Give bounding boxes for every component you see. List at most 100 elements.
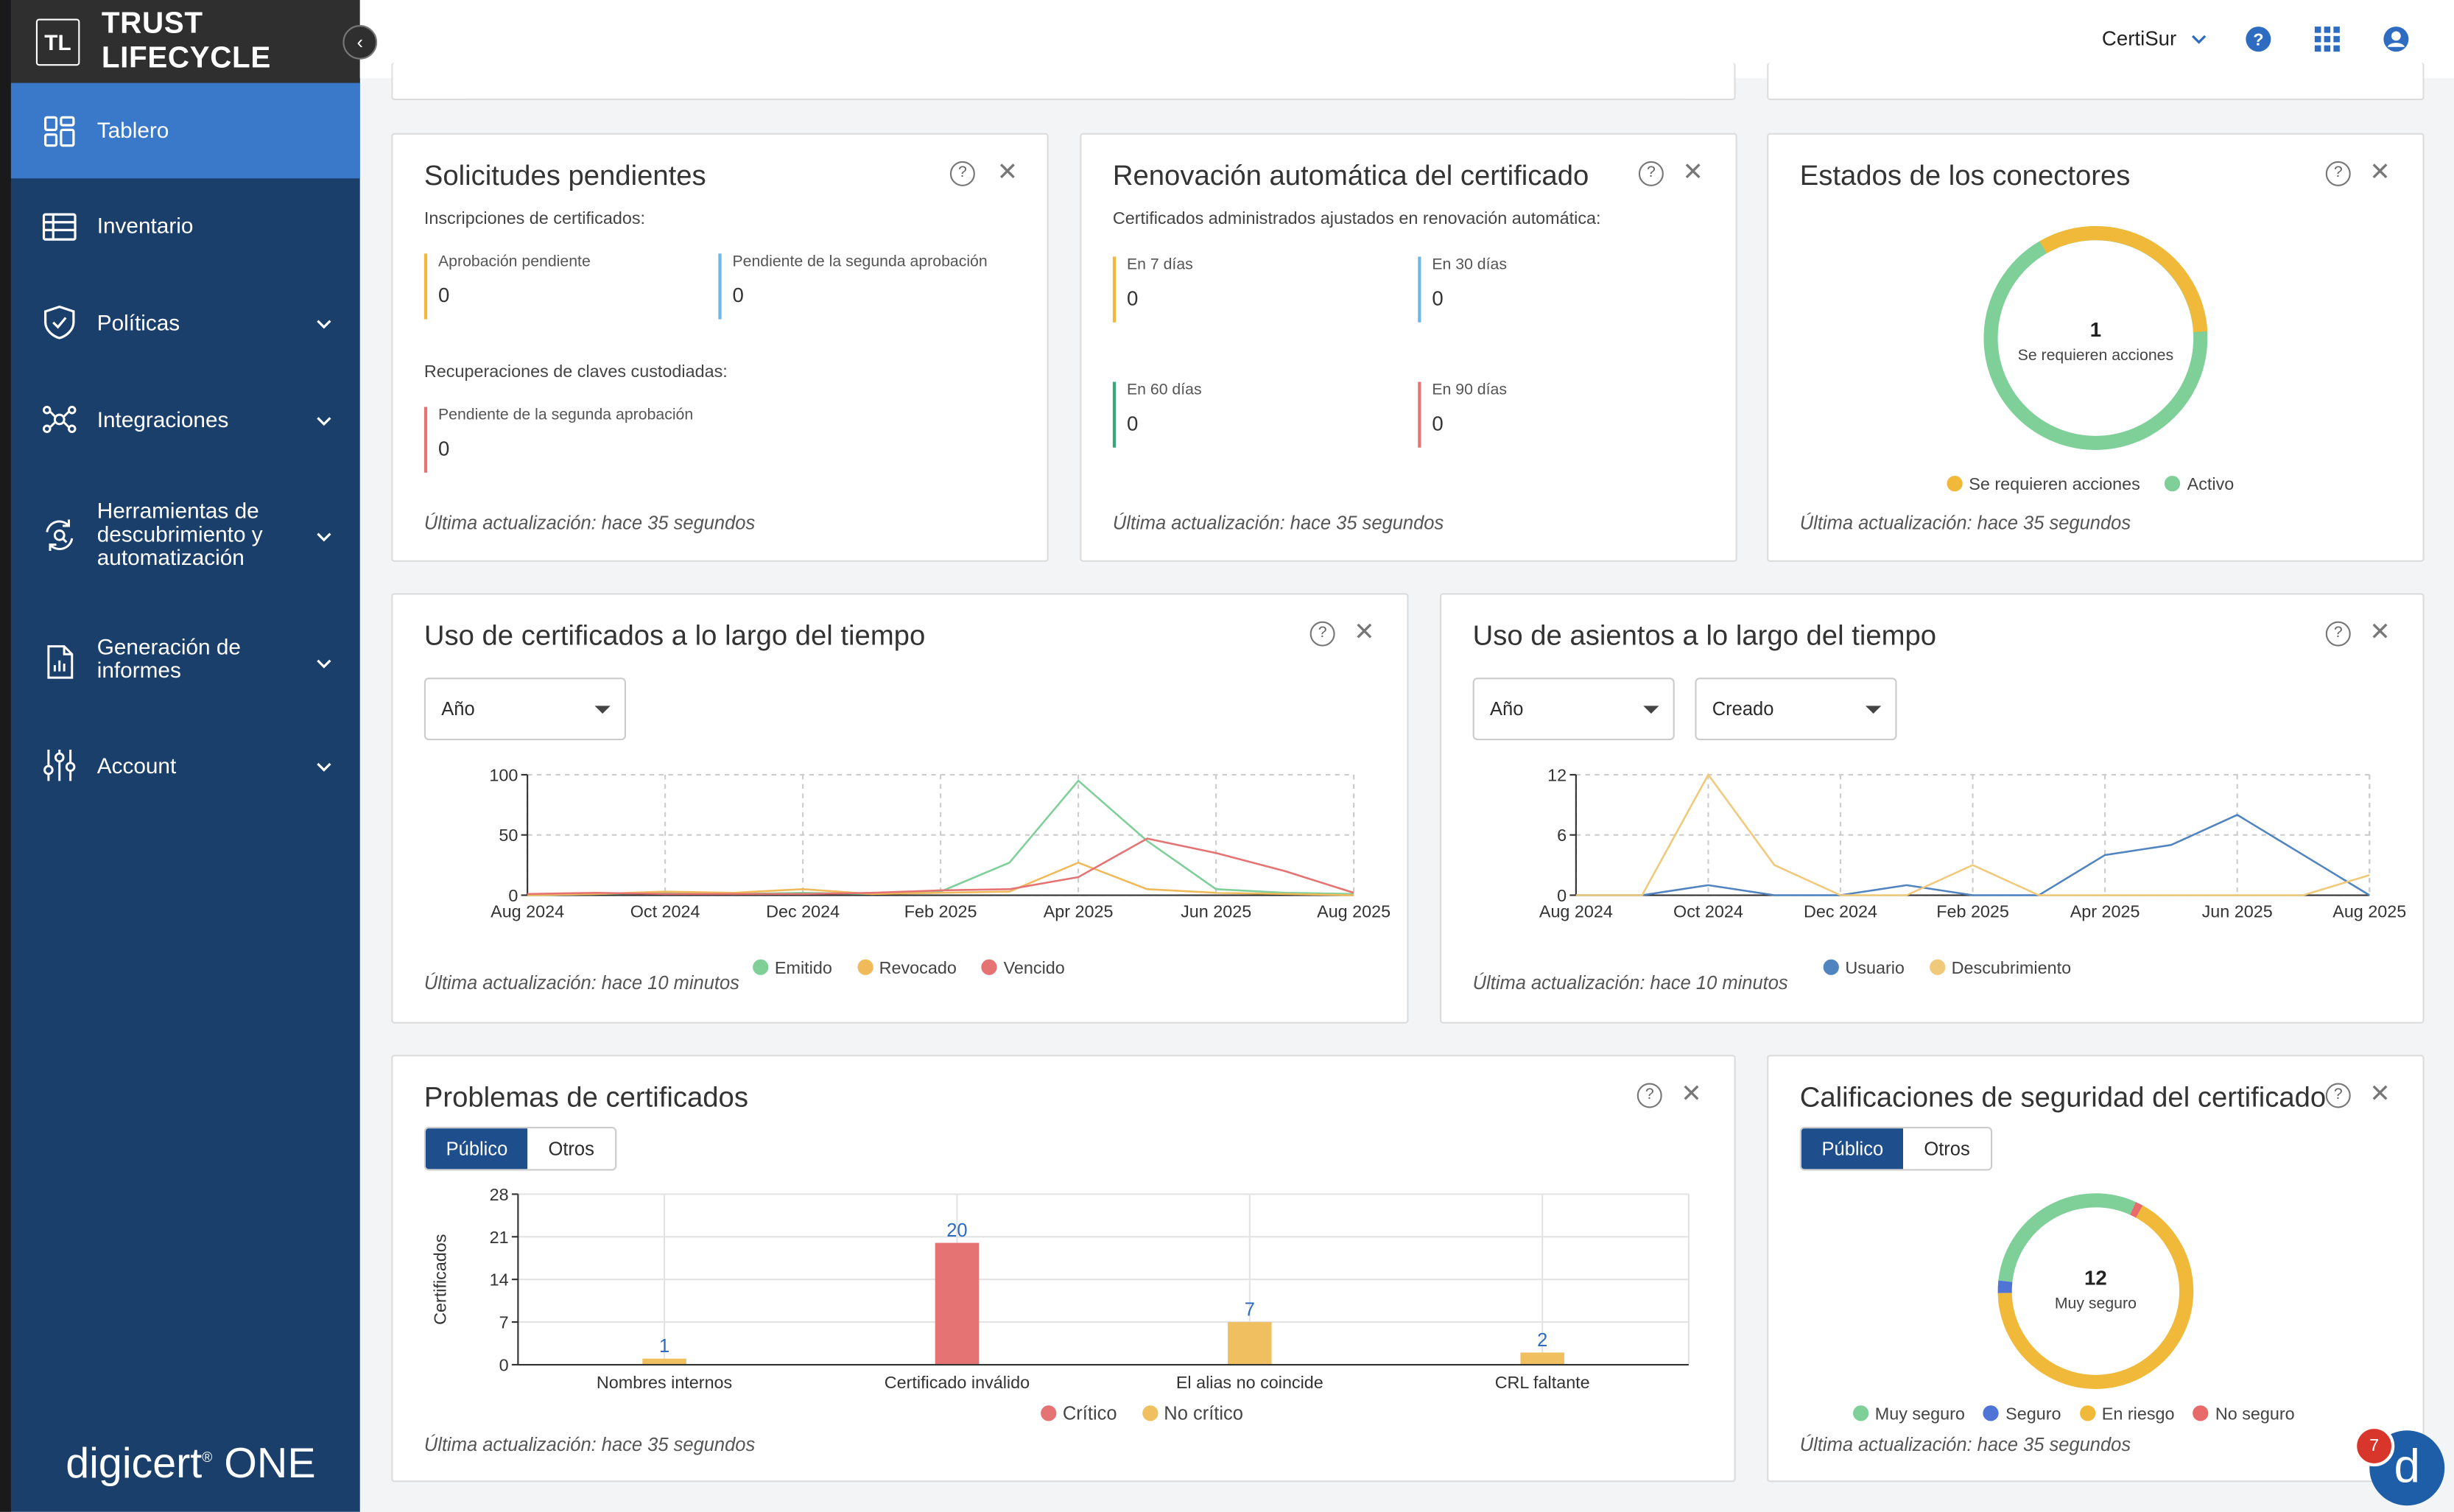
close-icon[interactable]: ✕ bbox=[1682, 159, 1704, 186]
card-title: Problemas de certificados bbox=[423, 1081, 748, 1113]
legend-item[interactable]: Crítico bbox=[1041, 1402, 1117, 1424]
legend-item[interactable]: Emitido bbox=[753, 959, 832, 978]
close-icon[interactable]: ✕ bbox=[1681, 1081, 1702, 1108]
last-updated: Última actualización: hace 10 minutos bbox=[423, 971, 739, 994]
legend-dot bbox=[1853, 1405, 1869, 1421]
help-circle-icon[interactable]: ? bbox=[949, 161, 975, 186]
help-circle-icon[interactable]: ? bbox=[1638, 161, 1664, 186]
account-switcher[interactable]: CertiSur bbox=[2102, 27, 2207, 50]
y-tick-label: 6 bbox=[1557, 826, 1567, 845]
tab-other[interactable]: Otros bbox=[1924, 1137, 1970, 1160]
sidebar-item-herramientas[interactable]: Herramientas de descubrimiento y automat… bbox=[11, 468, 360, 602]
type-select[interactable]: Creado bbox=[1695, 678, 1897, 741]
window-edge bbox=[0, 0, 11, 1512]
x-tick-label: Aug 2025 bbox=[1317, 901, 1391, 921]
tab-public[interactable]: Público bbox=[426, 1128, 528, 1170]
y-axis-label: Certificados bbox=[431, 1234, 450, 1325]
x-tick-label: Aug 2025 bbox=[2332, 901, 2406, 921]
bar-2 bbox=[1228, 1322, 1272, 1365]
seat-usage-line-chart: Aug 2024 Oct 2024 Dec 2024 Feb 2025 Apr 2025… bbox=[1539, 765, 2406, 921]
collapse-sidebar-button[interactable]: ‹ bbox=[342, 25, 378, 60]
table-icon bbox=[42, 213, 77, 241]
series-line-vencido bbox=[527, 837, 1354, 896]
donut-center-label: Muy seguro bbox=[2055, 1295, 2137, 1312]
help-circle-icon[interactable]: ? bbox=[2325, 1083, 2351, 1108]
legend: Se requieren acciones Activo bbox=[1947, 476, 2234, 495]
close-icon[interactable]: ✕ bbox=[2369, 159, 2391, 186]
card-title: Renovación automática del certificado bbox=[1112, 159, 1589, 191]
bar-3 bbox=[1520, 1352, 1564, 1365]
sidebar-item-inventario[interactable]: Inventario bbox=[11, 178, 360, 274]
sidebar-item-politicas[interactable]: Políticas bbox=[11, 274, 360, 371]
x-tick-label: Feb 2025 bbox=[904, 901, 977, 921]
series-line-descubrimiento bbox=[1575, 773, 2370, 896]
legend-item[interactable]: No crítico bbox=[1142, 1402, 1243, 1424]
card-cert-usage: Uso de certificados a lo largo del tiemp… bbox=[391, 593, 1409, 1024]
chevron-left-icon: ‹ bbox=[356, 31, 364, 54]
legend-item-active: Activo bbox=[2165, 476, 2234, 495]
donut-slice-action bbox=[2039, 225, 2208, 333]
sidebar-item-integraciones[interactable]: Integraciones bbox=[11, 371, 360, 468]
legend-item[interactable]: No seguro bbox=[2193, 1405, 2295, 1424]
close-icon[interactable]: ✕ bbox=[2369, 1081, 2391, 1108]
stat-30-days: En 30 días 0 bbox=[1418, 256, 1507, 323]
tab-other[interactable]: Otros bbox=[548, 1137, 594, 1160]
help-icon[interactable]: ? bbox=[2244, 25, 2272, 53]
legend-dot bbox=[857, 959, 873, 975]
donut-center-value: 12 bbox=[2084, 1267, 2107, 1290]
sidebar-item-label: Herramientas de descubrimiento y automat… bbox=[96, 497, 263, 570]
legend-item[interactable]: Seguro bbox=[1983, 1405, 2061, 1424]
bar-1 bbox=[935, 1242, 980, 1365]
stat-second-approval: Pendiente de la segunda aprobación 0 bbox=[718, 253, 988, 320]
sidebar-item-informes[interactable]: Generación de informes bbox=[11, 602, 360, 720]
sidebar-item-label: Tablero bbox=[96, 117, 169, 143]
apps-grid-icon[interactable] bbox=[2313, 25, 2341, 53]
legend-item[interactable]: Revocado bbox=[857, 959, 957, 978]
cert-usage-line-chart: Aug 2024 Oct 2024 Dec 2024 Feb 2025 Apr 2025… bbox=[489, 765, 1391, 921]
help-circle-icon[interactable]: ? bbox=[2325, 161, 2351, 186]
shield-icon bbox=[44, 305, 75, 340]
donut-center-label: Se requieren acciones bbox=[2018, 346, 2173, 364]
close-icon[interactable]: ✕ bbox=[1354, 619, 1375, 647]
legend-item[interactable]: Descubrimiento bbox=[1929, 959, 2072, 979]
card-security-ratings: Calificaciones de seguridad del certific… bbox=[1767, 1055, 2425, 1483]
close-icon[interactable]: ✕ bbox=[2369, 619, 2391, 647]
sidebar-item-tablero[interactable]: Tablero bbox=[10, 82, 360, 179]
help-circle-icon[interactable]: ? bbox=[1309, 621, 1335, 647]
chevron-down-icon bbox=[317, 762, 331, 772]
legend-label: Descubrimiento bbox=[1951, 959, 2072, 979]
period-select[interactable]: Año bbox=[1472, 678, 1675, 741]
tab-public[interactable]: Público bbox=[1801, 1128, 1904, 1170]
stat-approval-pending: Aprobación pendiente 0 bbox=[423, 253, 591, 320]
period-select[interactable]: Año bbox=[423, 678, 626, 741]
card-cert-problems: Problemas de certificados ? ✕ Público Ot… bbox=[391, 1055, 1736, 1483]
legend-item[interactable]: Usuario bbox=[1823, 959, 1905, 978]
brand-header: TL TRUST LIFECYCLE bbox=[10, 0, 360, 83]
card-seat-usage: Uso de asientos a lo largo del tiempo ? … bbox=[1440, 593, 2425, 1024]
sidebar-item-account[interactable]: Account bbox=[11, 720, 360, 811]
svg-text:?: ? bbox=[2253, 30, 2263, 49]
legend-item[interactable]: En riesgo bbox=[2080, 1405, 2175, 1424]
chevron-down-icon bbox=[317, 659, 331, 669]
x-tick-label: Feb 2025 bbox=[1936, 901, 2009, 921]
connector-donut-chart: 1 Se requieren acciones bbox=[1983, 225, 2208, 450]
notification-badge[interactable]: 7 bbox=[2354, 1425, 2395, 1467]
card-title: Uso de asientos a lo largo del tiempo bbox=[1472, 619, 1937, 652]
stat-60-days: En 60 días 0 bbox=[1112, 381, 1202, 448]
help-circle-icon[interactable]: ? bbox=[1636, 1083, 1662, 1108]
legend: Usuario Descubrimiento bbox=[1823, 959, 2072, 979]
legend-item[interactable]: Muy seguro bbox=[1853, 1405, 1965, 1424]
caret-down-icon bbox=[1866, 706, 1882, 714]
card-partial bbox=[1767, 63, 2425, 100]
sliders-icon bbox=[43, 749, 76, 781]
close-icon[interactable]: ✕ bbox=[996, 159, 1019, 186]
last-updated: Última actualización: hace 10 minutos bbox=[1472, 971, 1788, 994]
sidebar-item-label: Generación de informes bbox=[96, 633, 241, 683]
x-tick-label: Nombres internos bbox=[597, 1373, 732, 1392]
help-circle-icon[interactable]: ? bbox=[2325, 621, 2351, 647]
user-icon[interactable] bbox=[2382, 25, 2410, 53]
legend-dot bbox=[753, 959, 769, 975]
bar-value-label: 1 bbox=[659, 1336, 669, 1357]
legend-item[interactable]: Vencido bbox=[981, 959, 1065, 978]
card-auto-renewal: Renovación automática del certificado ? … bbox=[1080, 133, 1737, 562]
